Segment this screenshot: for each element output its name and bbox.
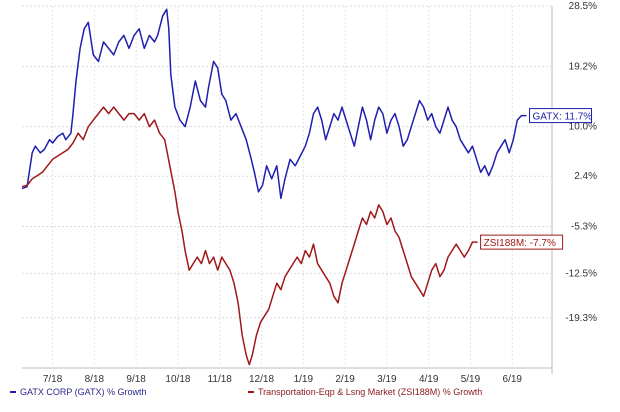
legend-label-zsi188m: Transportation-Eqp & Lsng Market (ZSI188… xyxy=(258,387,482,397)
x-tick-label: 7/18 xyxy=(43,374,63,385)
x-tick-label: 10/18 xyxy=(165,374,190,385)
gatx-series-line xyxy=(21,8,527,200)
x-tick-label: 5/19 xyxy=(461,374,481,385)
legend-label-gatx: GATX CORP (GATX) % Growth xyxy=(20,387,147,397)
grid-lines xyxy=(22,5,553,374)
x-tick-label: 1/19 xyxy=(294,374,314,385)
x-tick-label: 11/18 xyxy=(208,374,233,385)
x-tick-label: 4/19 xyxy=(419,374,439,385)
x-tick-label: 6/19 xyxy=(503,374,523,385)
x-tick-label: 2/19 xyxy=(335,374,355,385)
y-tick-label: 19.2% xyxy=(569,62,597,73)
x-tick-label: 12/18 xyxy=(249,374,274,385)
y-tick-label: -5.3% xyxy=(571,221,597,232)
legend: GATX CORP (GATX) % Growth Transportation-… xyxy=(10,387,482,397)
y-tick-label: -12.5% xyxy=(565,268,597,279)
y-tick-label: -19.3% xyxy=(565,313,597,324)
x-tick-label: 3/19 xyxy=(377,374,397,385)
zsi188m-callout-box xyxy=(480,234,564,250)
y-tick-label: 10.0% xyxy=(569,122,597,133)
y-axis-ticks: 28.5% 19.2% 10.0% 2.4% -5.3% -12.5% -19.3% xyxy=(565,1,597,324)
y-tick-label: 2.4% xyxy=(574,171,597,182)
series-callouts: GATX: 11.7% ZSI188M: -7.7% xyxy=(480,108,593,250)
x-tick-label: 8/18 xyxy=(85,374,105,385)
y-tick-label: 28.5% xyxy=(569,1,597,12)
series-lines xyxy=(21,8,527,366)
x-tick-label: 9/18 xyxy=(126,374,146,385)
x-axis-ticks: 7/18 8/18 9/18 10/18 11/18 12/18 1/19 2/19 3/19 4… xyxy=(43,374,523,385)
zsi188m-callout-label: ZSI188M: -7.7% xyxy=(484,238,556,249)
gatx-callout-box xyxy=(529,108,593,124)
zsi188m-series-line xyxy=(21,106,478,366)
gatx-callout-label: GATX: 11.7% xyxy=(533,112,593,123)
